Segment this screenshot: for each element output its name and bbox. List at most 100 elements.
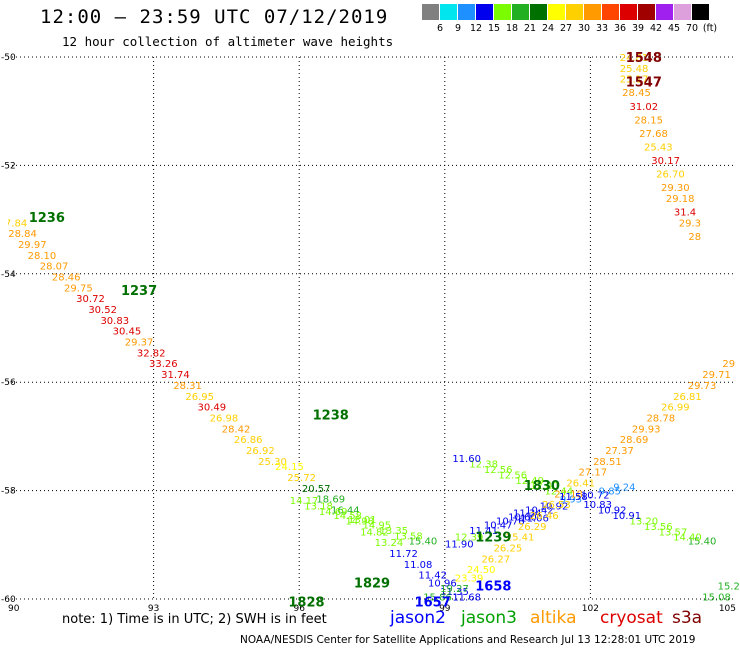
wave-height-label: 11.35 bbox=[440, 587, 469, 598]
pass-time-label: 1548 bbox=[626, 51, 662, 66]
wave-height-label: 27.18 bbox=[554, 489, 583, 500]
wave-height-label: 24.15 bbox=[275, 462, 304, 473]
wave-height-label: 19.27 bbox=[440, 584, 469, 595]
legend-swatch bbox=[494, 4, 511, 20]
wave-height-label: 10.60 bbox=[508, 512, 537, 523]
wave-height-label: 12.40 bbox=[530, 481, 559, 492]
legend-swatch bbox=[476, 4, 493, 20]
legend-swatch bbox=[512, 4, 529, 20]
wave-height-label: 27.68 bbox=[639, 129, 668, 140]
legend-s3a: s3a bbox=[672, 608, 703, 628]
wave-height-label: 29.97 bbox=[18, 240, 47, 251]
legend-label: 30 bbox=[577, 23, 591, 34]
footer-note: note: 1) Time is in UTC; 2) SWH is in fe… bbox=[62, 612, 327, 627]
wave-height-label: 29.93 bbox=[632, 424, 661, 435]
wave-height-label: 15.40 bbox=[688, 537, 717, 548]
legend-swatch bbox=[530, 4, 547, 20]
wave-height-label: 30.52 bbox=[88, 305, 117, 316]
wave-height-label: 24.81 bbox=[620, 53, 649, 64]
wave-height-label: 14.95 bbox=[363, 520, 392, 531]
legend-jason3: jason3 bbox=[461, 608, 517, 628]
legend-label: 27 bbox=[559, 23, 573, 34]
wave-height-label: 31.02 bbox=[629, 102, 658, 113]
wave-height-label: 31.74 bbox=[161, 370, 190, 381]
wave-height-label: 23.39 bbox=[455, 573, 484, 584]
wave-height-label: 12.56 bbox=[498, 470, 527, 481]
wave-height-label: 26.41 bbox=[566, 478, 595, 489]
y-tick-label: -50 bbox=[1, 53, 16, 63]
wave-height-label: 13.01 bbox=[348, 515, 377, 526]
wave-height-label: 10.83 bbox=[583, 500, 612, 511]
x-tick-label: 90 bbox=[8, 604, 20, 614]
legend-jason2: jason2 bbox=[390, 608, 446, 628]
wave-height-label: 11.06 bbox=[520, 514, 549, 525]
chart-subtitle: 12 hour collection of altimeter wave hei… bbox=[62, 34, 394, 49]
wave-height-label: 30.17 bbox=[651, 156, 680, 167]
pass-time-label: 1547 bbox=[626, 75, 662, 90]
wave-height-label: 14.82 bbox=[360, 527, 389, 538]
wave-height-label: 26.29 bbox=[518, 522, 547, 533]
legend-swatch bbox=[602, 4, 619, 20]
legend-swatch bbox=[620, 4, 637, 20]
wave-height-label: 15.08 bbox=[702, 592, 731, 603]
legend-swatch bbox=[656, 4, 673, 20]
wave-height-label: 27.37 bbox=[605, 446, 634, 457]
wave-height-label: 28 bbox=[688, 232, 701, 243]
wave-height-label: 11.68 bbox=[452, 592, 481, 603]
legend-swatch bbox=[584, 4, 601, 20]
wave-height-label: 26.98 bbox=[210, 413, 239, 424]
y-tick-label: -56 bbox=[1, 378, 16, 388]
wave-height-label: 29.71 bbox=[702, 370, 731, 381]
wave-height-label: 15.2 bbox=[718, 581, 740, 592]
wave-height-label: 25.41 bbox=[506, 533, 535, 544]
x-tick-label: 99 bbox=[439, 604, 451, 614]
legend-altika: altika bbox=[530, 608, 577, 628]
wave-height-label: 10.91 bbox=[612, 511, 641, 522]
wave-height-label: 13.20 bbox=[629, 516, 658, 527]
pass-time-label: 1658 bbox=[475, 579, 511, 594]
pass-time-label: 1236 bbox=[29, 211, 65, 226]
legend-label: 36 bbox=[613, 23, 627, 34]
wave-height-label: 29.37 bbox=[125, 338, 154, 349]
wave-height-label: 12.38 bbox=[469, 460, 498, 471]
wave-height-label: 13.24 bbox=[375, 538, 404, 549]
wave-height-label: 28.46 bbox=[52, 273, 81, 284]
legend-label: 6 bbox=[436, 23, 444, 34]
legend-label: 33 bbox=[595, 23, 609, 34]
wave-height-label: 25.72 bbox=[287, 473, 316, 484]
wave-height-label: 10.92 bbox=[540, 502, 569, 513]
legend-label: 70 bbox=[685, 23, 699, 34]
chart-title: 12:00 – 23:59 UTC 07/12/2019 bbox=[40, 6, 389, 28]
wave-height-label: 29.3 bbox=[679, 218, 701, 229]
wave-height-label: 20.57 bbox=[302, 484, 331, 495]
wave-height-label: 14.58 bbox=[333, 511, 362, 522]
wave-height-label: 26.99 bbox=[661, 403, 690, 414]
wave-height-label: 14.17 bbox=[290, 496, 319, 507]
wave-height-label: 30.45 bbox=[113, 327, 142, 338]
wave-height-label: 10.92 bbox=[598, 506, 627, 517]
wave-height-label: 29.73 bbox=[688, 381, 717, 392]
wave-height-label: 11.41 bbox=[469, 526, 498, 537]
wave-height-label: 12.49 bbox=[515, 476, 544, 487]
legend-label: 24 bbox=[541, 23, 555, 34]
wave-height-label: 28.07 bbox=[40, 262, 69, 273]
wave-height-label: 12.56 bbox=[484, 465, 513, 476]
y-tick-label: -54 bbox=[1, 270, 16, 280]
x-tick-label: 105 bbox=[719, 604, 736, 614]
wave-height-label: 14.69 bbox=[319, 507, 348, 518]
wave-height-label: 31.4 bbox=[674, 207, 696, 218]
y-tick-label: -58 bbox=[1, 487, 16, 497]
legend-cryosat: cryosat bbox=[600, 608, 663, 628]
wave-height-label: 33.26 bbox=[149, 359, 178, 370]
y-tick-label: -60 bbox=[1, 595, 16, 605]
wave-height-label: 9.24 bbox=[613, 483, 635, 494]
wave-height-label: 11.72 bbox=[389, 549, 418, 560]
wave-height-label: 10.76 bbox=[496, 516, 525, 527]
wave-height-label: 27.84 bbox=[0, 218, 27, 229]
pass-time-label: 1829 bbox=[354, 577, 390, 592]
wave-height-label: 13.57 bbox=[659, 527, 688, 538]
wave-height-label: 25.17 bbox=[620, 75, 649, 86]
wave-height-label: 13.18 bbox=[304, 502, 333, 513]
credit-line: NOAA/NESDIS Center for Satellite Applica… bbox=[240, 634, 696, 646]
